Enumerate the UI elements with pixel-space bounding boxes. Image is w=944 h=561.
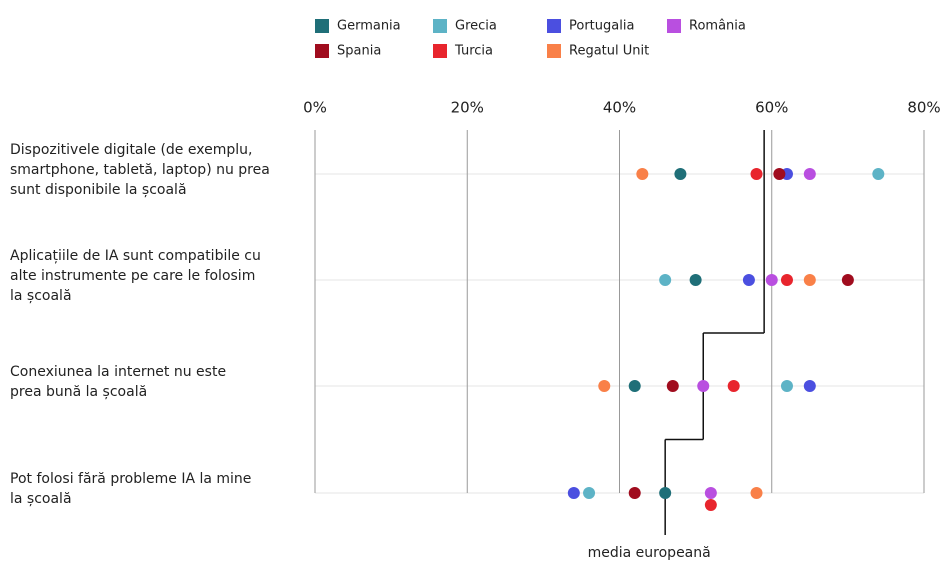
x-tick-label: 80%	[907, 99, 940, 117]
x-tick-label: 40%	[603, 99, 636, 117]
dot	[773, 168, 786, 180]
legend-swatch	[433, 44, 447, 58]
category-label: Conexiunea la internet nu este prea bună…	[10, 364, 227, 400]
dot	[697, 380, 710, 392]
legend-swatch	[315, 19, 329, 33]
legend-swatch	[667, 19, 681, 33]
dot	[750, 487, 763, 499]
dot	[872, 168, 885, 180]
x-tick-label: 20%	[451, 99, 484, 117]
dot	[780, 380, 793, 392]
legend-label: Spania	[337, 44, 381, 59]
category-label: Aplicațiile de IA sunt compatibile cu al…	[10, 248, 261, 304]
dot	[803, 380, 816, 392]
dot	[598, 380, 611, 392]
legend-label: Turcia	[454, 44, 493, 59]
dot	[689, 274, 702, 286]
dot	[674, 168, 687, 180]
x-tick-label: 0%	[303, 99, 327, 117]
legend-label: Germania	[337, 19, 401, 34]
legend-swatch	[315, 44, 329, 58]
dot	[659, 487, 672, 499]
dot	[567, 487, 580, 499]
legend-label: Portugalia	[569, 19, 634, 34]
dot	[666, 380, 679, 392]
legend-label: Grecia	[455, 19, 497, 34]
dot	[750, 168, 763, 180]
legend-swatch	[547, 44, 561, 58]
legend-label: România	[689, 19, 746, 34]
dot	[636, 168, 649, 180]
dot	[727, 380, 740, 392]
legend-swatch	[547, 19, 561, 33]
legend-swatch	[433, 19, 447, 33]
dot	[765, 274, 778, 286]
dot	[704, 487, 717, 499]
dot	[628, 487, 641, 499]
dot	[583, 487, 596, 499]
dot	[803, 274, 816, 286]
dot	[704, 499, 717, 511]
category-label: Dispozitivele digitale (de exemplu, smar…	[10, 142, 270, 198]
dot	[803, 168, 816, 180]
dot	[742, 274, 755, 286]
x-tick-label: 60%	[755, 99, 788, 117]
dot	[628, 380, 641, 392]
average-label: media europeană	[588, 545, 711, 561]
legend-label: Regatul Unit	[569, 44, 649, 59]
dot	[659, 274, 672, 286]
dot	[841, 274, 854, 286]
dot	[780, 274, 793, 286]
category-label: Pot folosi fără probleme IA la mine la ș…	[10, 471, 252, 507]
